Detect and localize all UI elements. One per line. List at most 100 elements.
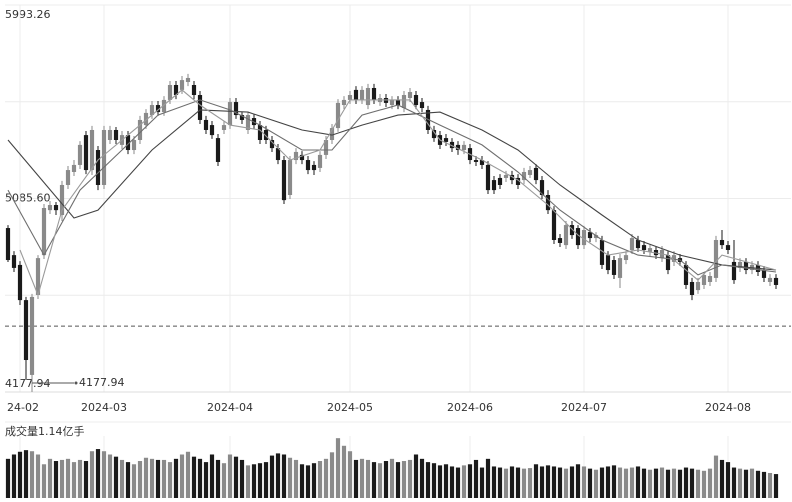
candle-body xyxy=(281,160,287,201)
volume-bar xyxy=(629,467,635,498)
candle-body xyxy=(605,255,611,271)
candle-body xyxy=(389,99,395,106)
volume-bar xyxy=(725,462,731,498)
volume-bar xyxy=(215,459,221,498)
candle-body xyxy=(761,270,767,278)
candle-body xyxy=(143,112,149,126)
volume-bar xyxy=(263,462,269,498)
volume-bar xyxy=(155,459,161,498)
volume-bar xyxy=(113,456,119,498)
volume-bar xyxy=(599,467,605,498)
volume-bar xyxy=(323,458,329,498)
volume-bar xyxy=(437,465,443,498)
candle-body xyxy=(401,95,407,109)
volume-bar xyxy=(533,464,539,498)
volume-bar xyxy=(425,462,431,498)
candle-body xyxy=(485,164,491,191)
candle-body xyxy=(713,239,719,278)
volume-bar xyxy=(611,465,617,498)
candle-body xyxy=(563,225,569,246)
volume-bar xyxy=(683,467,689,498)
volume-bar xyxy=(413,454,419,498)
candle-body xyxy=(299,154,305,161)
candle-body xyxy=(5,228,11,261)
volume-bar xyxy=(221,463,227,498)
volume-bar xyxy=(377,463,383,498)
volume-bar xyxy=(617,467,623,498)
candle-body xyxy=(371,87,377,100)
volume-bar xyxy=(473,459,479,498)
volume-bar xyxy=(257,463,263,498)
candle-body xyxy=(479,160,485,165)
candle-body xyxy=(419,102,425,109)
volume-bar xyxy=(659,467,665,498)
candle-body xyxy=(95,150,101,185)
candle-body xyxy=(347,95,353,100)
candle-body xyxy=(29,296,35,375)
x-tick-label: 2024-06 xyxy=(447,401,493,414)
candle-body xyxy=(503,174,509,178)
volume-bar xyxy=(185,451,191,498)
x-tick-label: 2024-03 xyxy=(81,401,127,414)
volume-bar xyxy=(389,458,395,498)
volume-bar xyxy=(647,469,653,498)
candle-body xyxy=(413,95,419,106)
y-tick-label: 4177.94 xyxy=(5,377,51,390)
candle-body xyxy=(113,129,119,141)
volume-bar xyxy=(485,458,491,498)
x-tick-label: 24-02 xyxy=(7,401,39,414)
moving-average xyxy=(7,99,777,276)
volume-bar xyxy=(359,458,365,498)
volume-bar xyxy=(383,461,389,498)
volume-bar xyxy=(251,464,257,498)
volume-bar xyxy=(581,466,587,498)
candle-body xyxy=(407,92,413,99)
candle-body xyxy=(635,239,641,249)
volume-bar xyxy=(209,454,215,498)
volume-bar xyxy=(203,462,209,498)
volume-bar xyxy=(107,454,113,498)
candle-body xyxy=(233,102,239,116)
volume-bar xyxy=(317,461,323,498)
candle-body xyxy=(593,235,599,239)
candle-body xyxy=(743,261,749,271)
volume-bar xyxy=(491,466,497,498)
volume-bar xyxy=(701,470,707,498)
volume-bar xyxy=(77,459,83,498)
volume-bar xyxy=(719,459,725,498)
volume-bar xyxy=(269,455,275,498)
candle-body xyxy=(293,151,299,161)
volume-bar xyxy=(455,467,461,498)
candle-body xyxy=(77,144,83,165)
candle-body xyxy=(269,140,275,149)
candle-body xyxy=(149,105,155,116)
candle-body xyxy=(209,125,215,136)
candle-body xyxy=(173,85,179,96)
x-tick-label: 2024-07 xyxy=(561,401,607,414)
candle-body xyxy=(179,80,185,90)
candle-body xyxy=(335,102,341,129)
volume-bar xyxy=(761,471,767,498)
candle-body xyxy=(41,208,47,256)
candle-body xyxy=(239,115,245,120)
volume-bar xyxy=(569,466,575,498)
candle-body xyxy=(341,99,347,106)
volume-bar xyxy=(695,469,701,498)
candle-body xyxy=(329,128,335,141)
candle-body xyxy=(137,119,143,141)
candle-body xyxy=(575,228,581,246)
volume-bar xyxy=(275,453,281,498)
volume-bar xyxy=(749,468,755,498)
volume-bar xyxy=(665,469,671,498)
volume-bar xyxy=(299,464,305,498)
candle-body xyxy=(515,177,521,185)
volume-bar xyxy=(395,462,401,498)
volume-bar xyxy=(563,468,569,498)
candle-body xyxy=(683,264,689,285)
volume-bar xyxy=(767,472,773,498)
volume-bar xyxy=(305,465,311,498)
candle-body xyxy=(47,205,53,211)
volume-label: 成交量1.14亿手 xyxy=(5,424,85,438)
y-tick-label: 5085.60 xyxy=(5,192,51,205)
candle-body xyxy=(359,89,365,100)
